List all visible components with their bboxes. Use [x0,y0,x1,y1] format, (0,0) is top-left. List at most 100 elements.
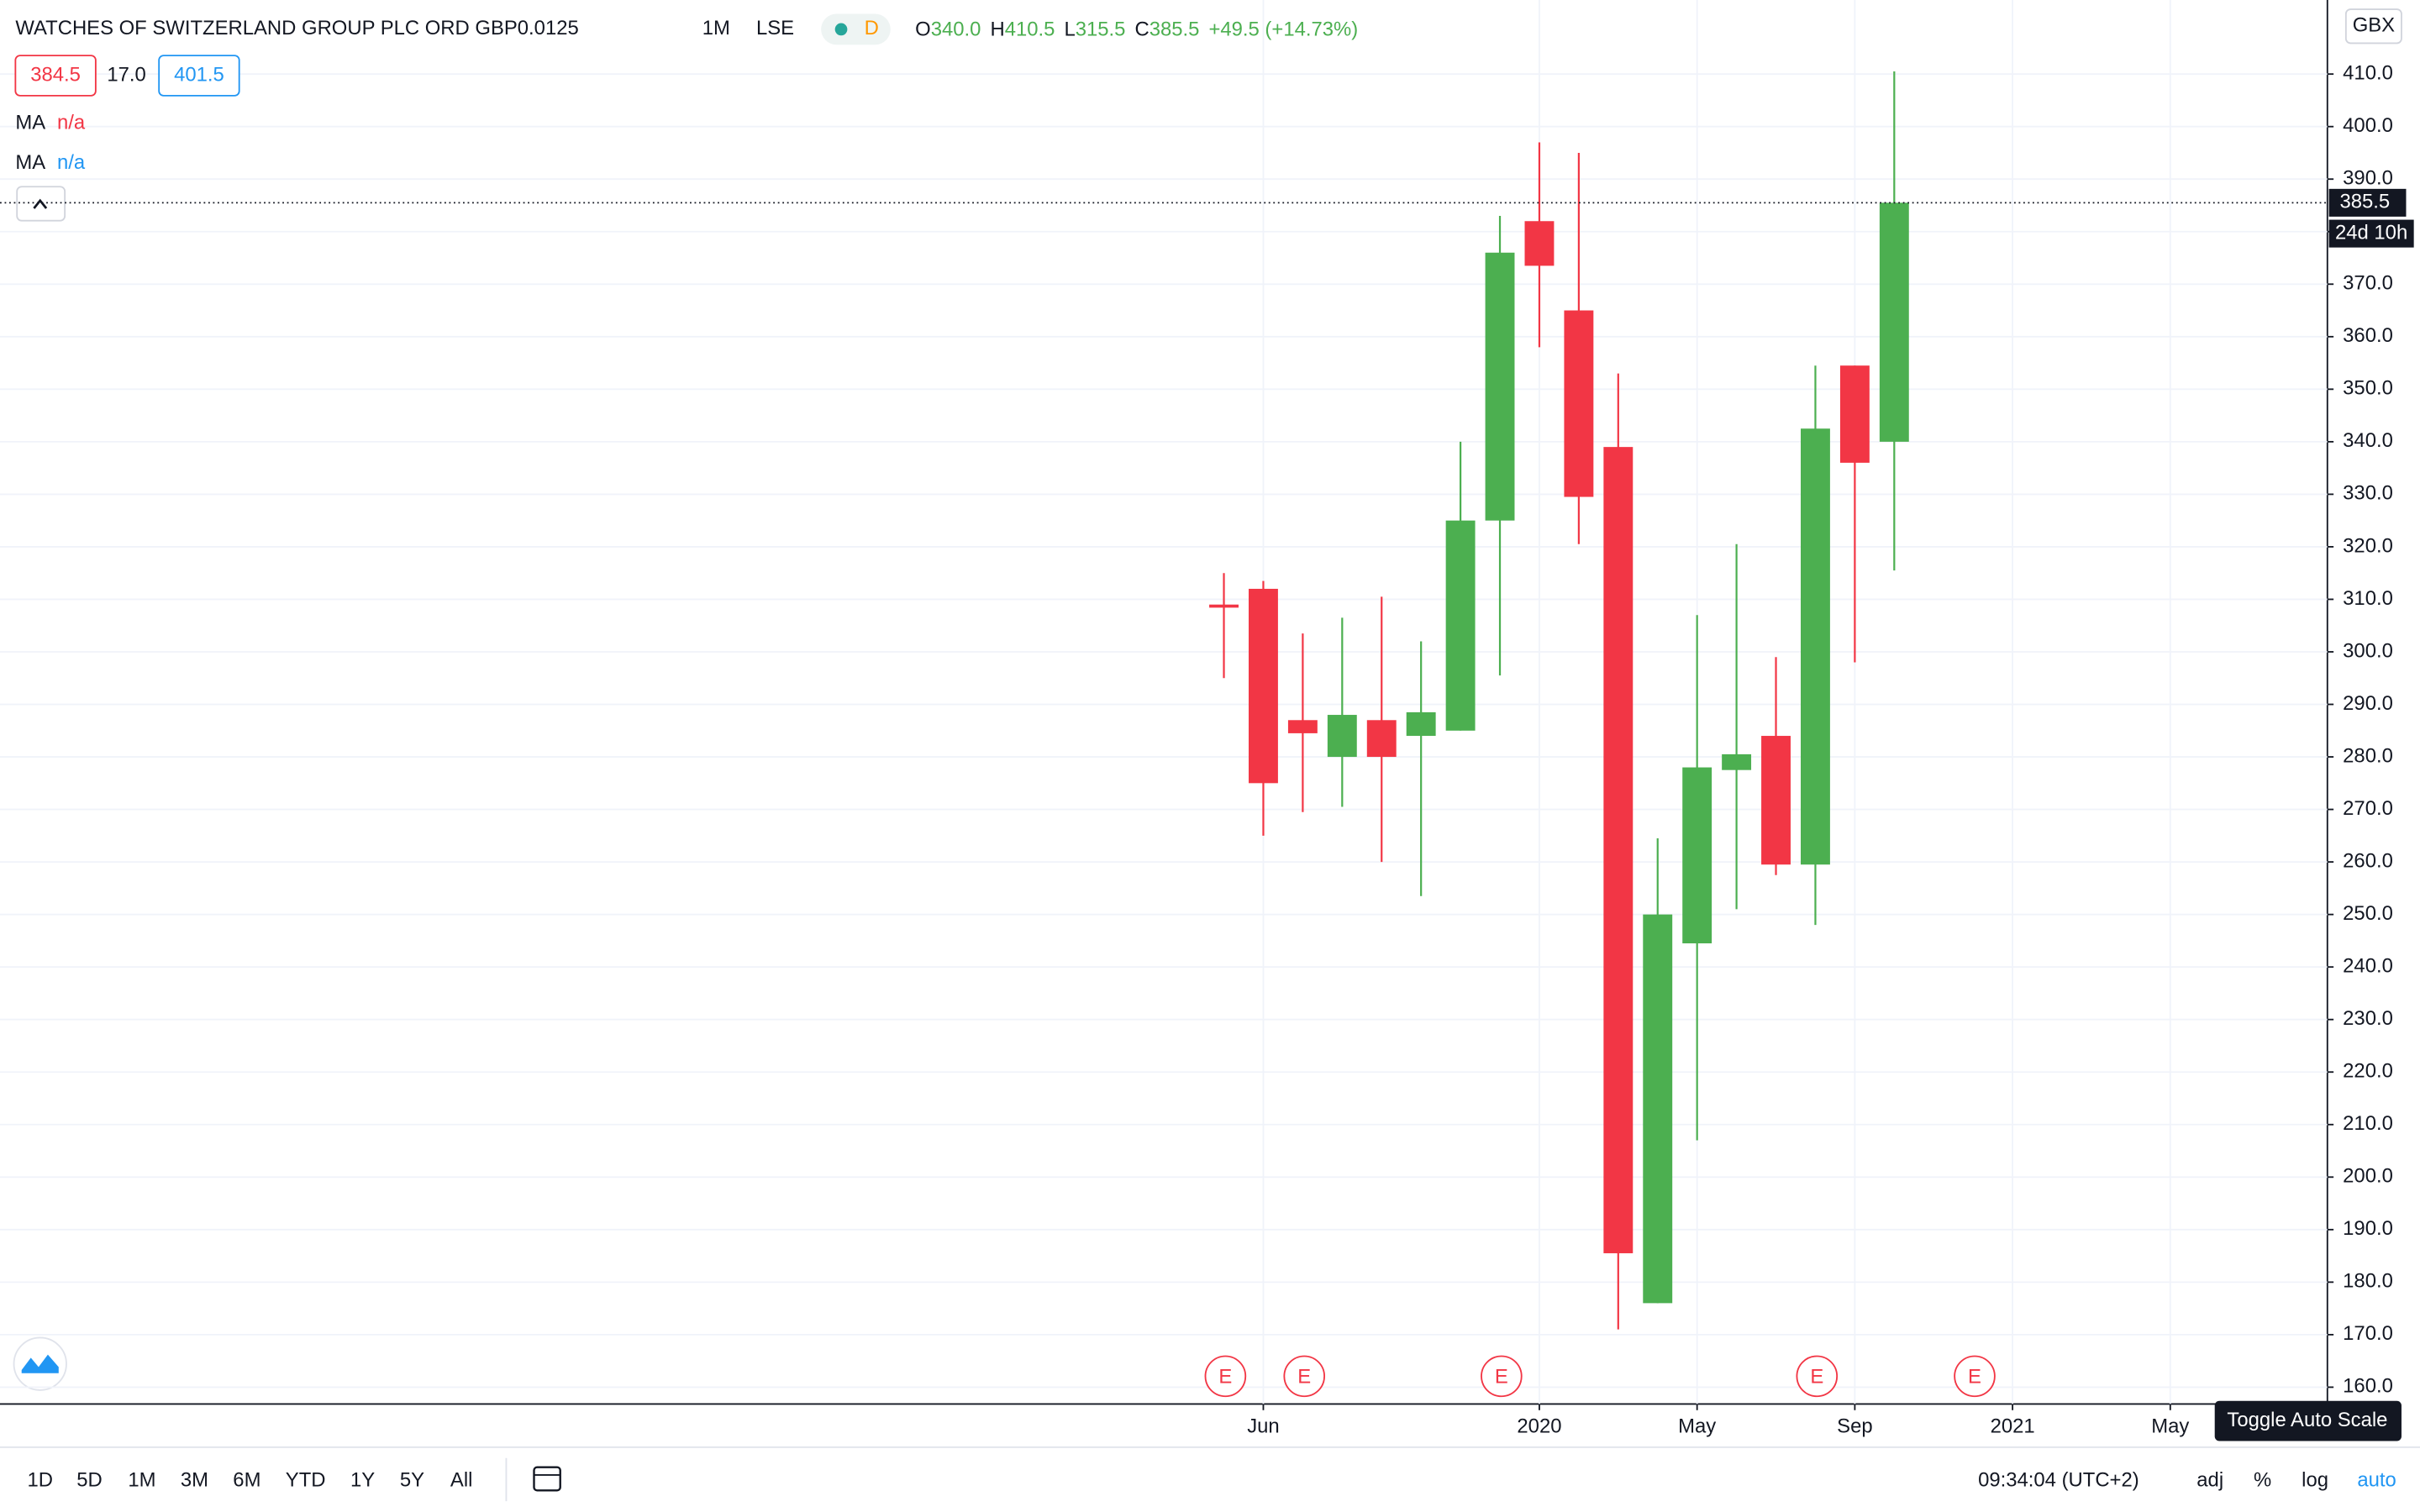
candle-body [1445,520,1476,731]
ohlc-value: 340.0 [931,18,981,41]
y-tick-label: 210.0 [2343,1112,2393,1135]
interval: 1M [702,17,730,39]
ohlc-value: 385.5 [1150,18,1200,41]
ma-value: n/a [57,111,86,134]
y-tick-label: 180.0 [2343,1270,2393,1293]
ohlc-readout: O340.0 H410.5 L315.5 C385.5 +49.5 (+14.73%) [915,18,1358,41]
earnings-label: E [1297,1366,1311,1389]
candle-body [1643,914,1673,1304]
y-tick-label: 220.0 [2343,1060,2393,1083]
ma-label: MA [15,151,45,174]
y-tick-label: 370.0 [2343,272,2393,295]
status-pill [821,13,891,45]
candle-body [1406,711,1436,737]
earnings-marker[interactable] [1796,1355,1839,1398]
status-badge: D [865,17,879,39]
y-tick-label: 350.0 [2343,377,2393,400]
scale-option[interactable]: % [2254,1469,2271,1492]
x-tick-label: May [2151,1415,2189,1437]
scale-option[interactable]: adj [2196,1469,2223,1492]
chart-title: WATCHES OF SWITZERLAND GROUP PLC ORD GBP… [15,17,578,39]
candle-body [1682,767,1712,944]
scale-option[interactable]: log [2302,1469,2328,1492]
earnings-label: E [1495,1366,1508,1389]
earnings-marker[interactable] [1283,1355,1326,1398]
y-tick-label: 230.0 [2343,1007,2393,1030]
spread: 17.0 [107,63,145,86]
x-tick-label: Jun [1247,1415,1279,1437]
y-tick-label: 260.0 [2343,849,2393,872]
y-tick-label: 240.0 [2343,954,2393,977]
y-tick-label: 290.0 [2343,692,2393,715]
earnings-marker[interactable] [1204,1355,1247,1398]
candle-body [1879,202,1909,442]
range-button[interactable]: 5Y [400,1469,424,1492]
y-tick-label: 200.0 [2343,1165,2393,1188]
ask-box[interactable] [158,55,240,97]
ma-label: MA [15,111,45,134]
ohlc-value: 315.5 [1076,18,1126,41]
exchange: LSE [756,17,794,39]
x-tick-label: 2021 [1991,1415,2035,1437]
y-tick-label: 410.0 [2343,61,2393,84]
x-tick-label: 2020 [1517,1415,1561,1437]
ohlc-label: L [1064,18,1075,41]
y-tick-label: 310.0 [2343,587,2393,610]
candle-body [1249,588,1278,784]
ma-value: n/a [57,151,86,174]
earnings-marker[interactable] [1481,1355,1523,1398]
status-dot [834,23,848,36]
candle-body [1209,604,1239,608]
x-tick-label: May [1678,1415,1716,1437]
range-button[interactable]: 6M [233,1469,260,1492]
candle-body [1839,365,1870,463]
collapse-button[interactable] [16,186,66,222]
earnings-label: E [1810,1366,1823,1389]
earnings-label: E [1968,1366,1981,1389]
candle-body [1287,720,1318,733]
range-button[interactable]: All [450,1469,473,1492]
y-tick-label: 390.0 [2343,167,2393,190]
candle-body [1327,715,1357,758]
y-tick-label: 400.0 [2343,114,2393,137]
ohlc-label: H [990,18,1004,41]
ohlc-label: C [1134,18,1149,41]
ohlc-value: 410.5 [1005,18,1055,41]
tooltip: Toggle Auto Scale [2227,1409,2387,1431]
y-tick-label: 300.0 [2343,639,2393,662]
y-tick-label: 360.0 [2343,324,2393,347]
scale-option[interactable]: auto [2357,1469,2396,1492]
ask: 401.5 [174,63,224,86]
currency-box[interactable] [2344,8,2402,45]
earnings-marker[interactable] [1954,1355,1996,1398]
candle-body [1564,310,1594,497]
candle-body [1603,447,1634,1253]
ohlc-label: O [915,18,931,41]
y-tick-label: 250.0 [2343,902,2393,925]
logo[interactable] [13,1336,67,1391]
range-button[interactable]: 1M [128,1469,155,1492]
range-button[interactable]: 5D [76,1469,102,1492]
earnings-label: E [1218,1366,1232,1389]
tooltip-box [2214,1400,2402,1441]
candle-body [1801,428,1830,865]
y-tick-label: 270.0 [2343,797,2393,820]
x-tick-label: Sep [1837,1415,1872,1437]
bid-box[interactable] [14,55,97,97]
last-price-box [2328,188,2407,217]
y-tick-label: 320.0 [2343,534,2393,557]
last-price-label: 385.5 [2339,191,2390,213]
candle-body [1722,753,1752,770]
countdown-label: 24d 10h [2335,221,2407,244]
y-tick-label: 160.0 [2343,1375,2393,1398]
calendar-button[interactable] [533,1466,561,1492]
range-button[interactable]: 1Y [350,1469,375,1492]
countdown-box [2328,219,2414,248]
range-button[interactable]: YTD [286,1469,326,1492]
range-button[interactable]: 3M [181,1469,208,1492]
range-button[interactable]: 1D [28,1469,54,1492]
clock: 09:34:04 (UTC+2) [1978,1469,2139,1492]
